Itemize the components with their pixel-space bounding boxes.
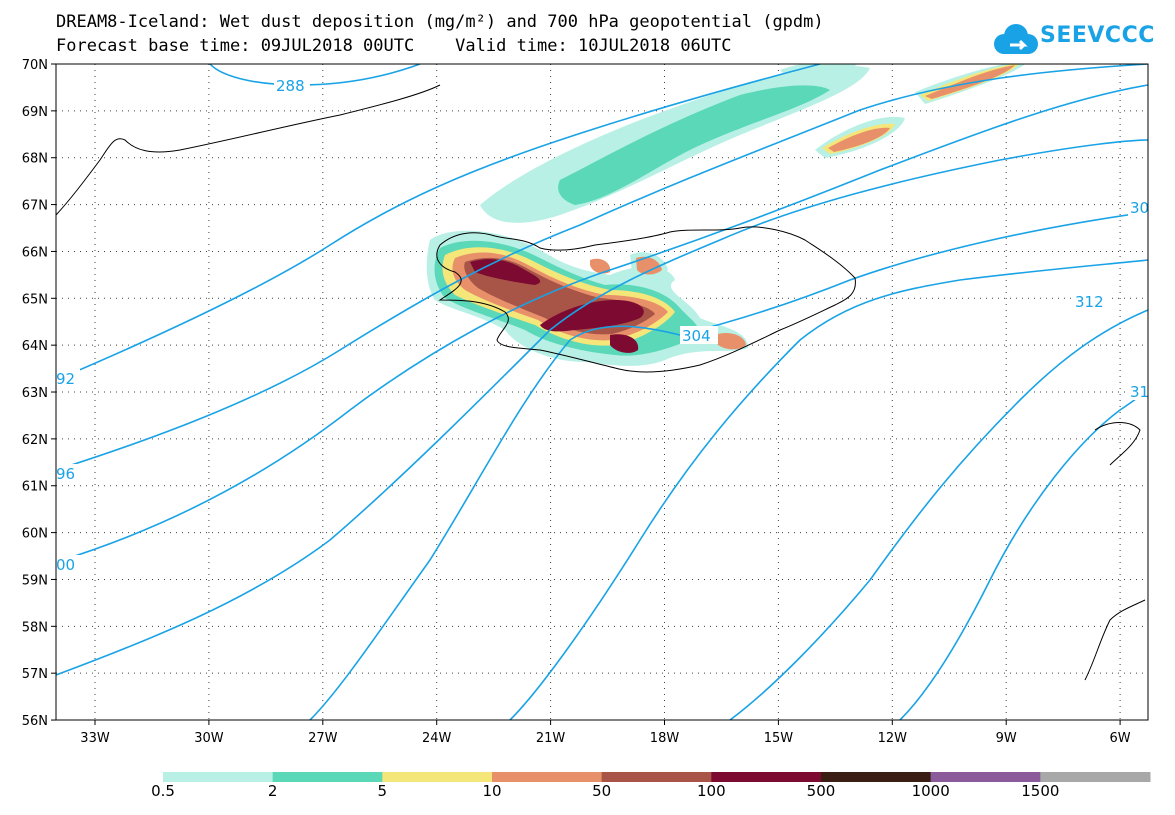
colorbar-label: 500 xyxy=(806,782,836,800)
lon-label: 27W xyxy=(308,731,338,746)
lat-label: 70N xyxy=(22,58,48,73)
lat-label: 56N xyxy=(22,714,48,729)
lon-label: 21W xyxy=(536,731,566,746)
colorbar-label: 2 xyxy=(267,782,278,800)
colorbar-swatch xyxy=(601,772,712,782)
colorbar-label: 50 xyxy=(592,782,612,800)
lat-label: 59N xyxy=(22,573,48,588)
colorbar-label: 0.5 xyxy=(151,782,175,800)
lon-label: 30W xyxy=(194,731,224,746)
latitude-labels: 70N 69N 68N 67N 66N 65N 64N 63N 62N 61N 60N 59N 58N 5… xyxy=(22,58,48,729)
lat-label: 68N xyxy=(22,152,48,167)
colorbar-swatch xyxy=(492,772,603,782)
colorbar-swatch xyxy=(382,772,493,782)
cloud-logo-icon xyxy=(994,24,1038,54)
lat-label: 61N xyxy=(22,480,48,495)
lat-label: 67N xyxy=(22,199,48,214)
colorbar-label: 1500 xyxy=(1021,782,1060,800)
contour-label-288: 288 xyxy=(276,77,305,95)
contour-label-30-partial: 30 xyxy=(1130,199,1149,217)
lon-label: 12W xyxy=(878,731,908,746)
geopotential-contours xyxy=(56,64,1148,720)
colorbar-label: 100 xyxy=(697,782,726,800)
faroe-coast xyxy=(1094,422,1141,466)
colorbar-swatch xyxy=(930,772,1041,782)
iceland-coast xyxy=(436,226,856,373)
lat-label: 57N xyxy=(22,667,48,682)
colorbar-swatch xyxy=(272,772,383,782)
map-title: DREAM8-Iceland: Wet dust deposition (mg/… xyxy=(56,12,824,32)
dust-deposition-field xyxy=(426,64,1026,366)
colorbar-swatch xyxy=(1040,772,1151,782)
lon-label: 6W xyxy=(1110,731,1131,746)
colorbar-label: 10 xyxy=(482,782,502,800)
contour-label-312: 312 xyxy=(1075,293,1104,311)
colorbar-label: 1000 xyxy=(911,782,950,800)
coastlines xyxy=(56,84,1146,681)
colorbar xyxy=(163,772,1151,782)
contour-label-31-partial: 31 xyxy=(1130,383,1149,401)
lat-label: 58N xyxy=(22,620,48,635)
lon-label: 33W xyxy=(80,731,110,746)
lat-label: 63N xyxy=(22,386,48,401)
colorbar-swatch xyxy=(711,772,822,782)
lon-label: 9W xyxy=(996,731,1017,746)
lon-label: 18W xyxy=(650,731,680,746)
lon-label: 24W xyxy=(422,731,452,746)
lat-label: 69N xyxy=(22,105,48,120)
longitude-labels: 33W 30W 27W 24W 21W 18W 15W 12W 9W 6W xyxy=(80,731,1131,746)
lat-label: 65N xyxy=(22,292,48,307)
lat-label: 64N xyxy=(22,339,48,354)
greenland-coast xyxy=(56,84,441,216)
contour-label-92-partial: 92 xyxy=(56,370,75,388)
lon-label: 15W xyxy=(764,731,794,746)
axis-ticks xyxy=(51,63,1121,725)
lat-label: 62N xyxy=(22,433,48,448)
contour-label-96-partial: 96 xyxy=(56,465,75,483)
logo-text: SEEVCCC xyxy=(1040,23,1155,48)
colorbar-label: 5 xyxy=(377,782,388,800)
colorbar-swatch xyxy=(163,772,274,782)
contour-labels: 288 304 312 30 31 92 96 00 xyxy=(56,76,1150,574)
colorbar-swatch xyxy=(821,772,932,782)
scotland-coast xyxy=(1084,599,1146,681)
lat-label: 66N xyxy=(22,245,48,260)
lat-label: 60N xyxy=(22,527,48,542)
forecast-times: Forecast base time: 09JUL2018 00UTC Vali… xyxy=(56,36,732,56)
contour-label-304: 304 xyxy=(682,327,711,345)
contour-label-00-partial: 00 xyxy=(56,556,75,574)
